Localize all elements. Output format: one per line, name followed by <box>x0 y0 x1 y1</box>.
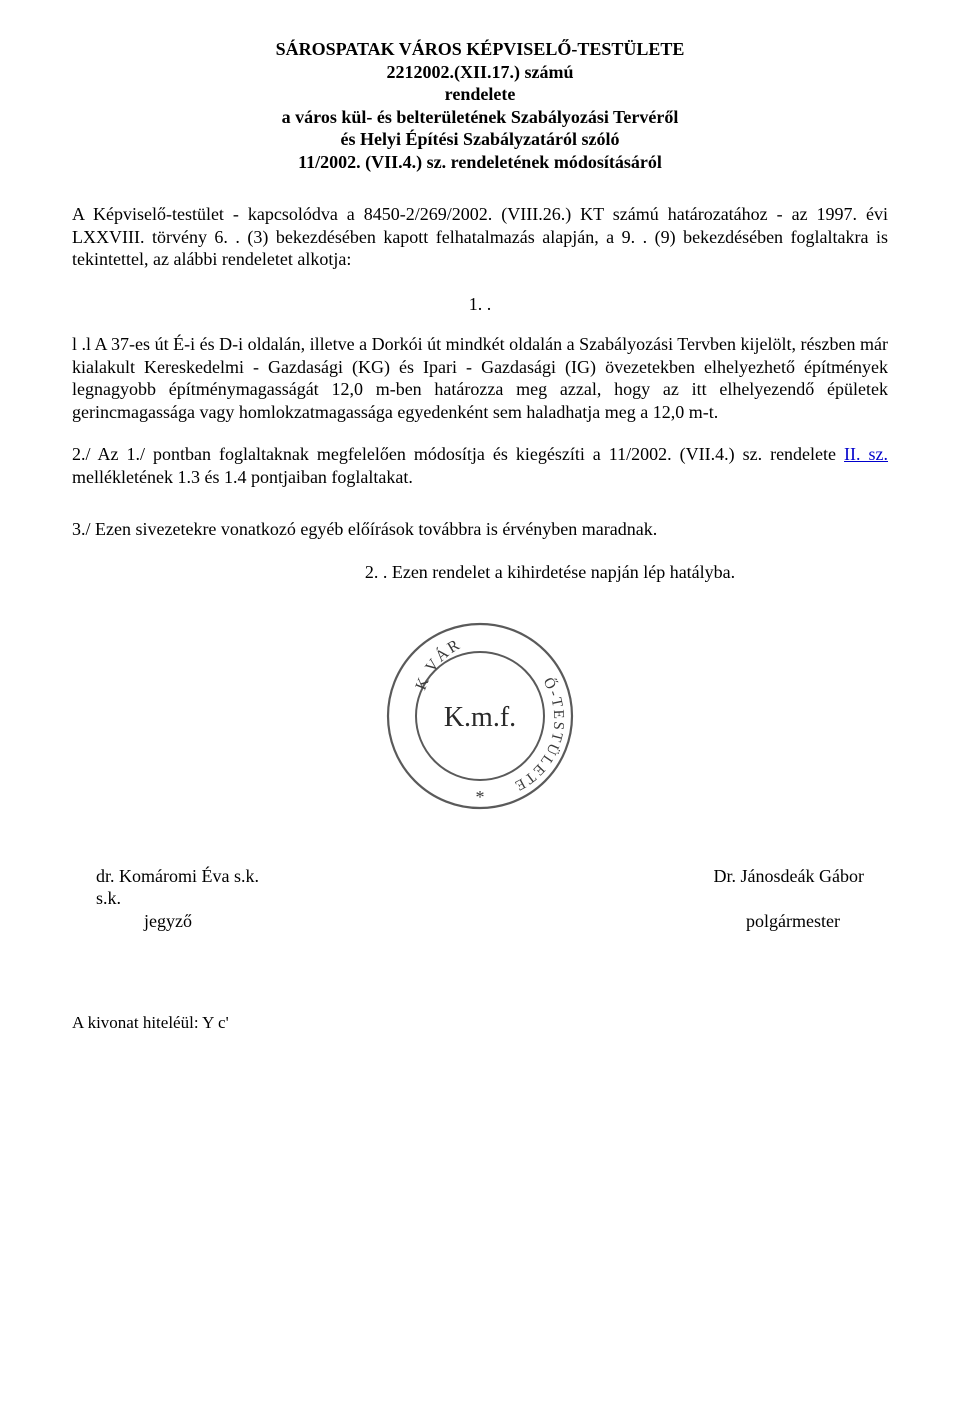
paragraph-2: 2./ Az 1./ pontban foglaltaknak megfelel… <box>72 443 888 488</box>
section-1-number: 1. . <box>72 293 888 316</box>
document-header: SÁROSPATAK VÁROS KÉPVISELŐ-TESTÜLETE 221… <box>72 38 888 173</box>
svg-text:K VÁR: K VÁR <box>413 636 465 693</box>
appendix-link[interactable]: II. sz. <box>844 444 888 464</box>
header-line-1: SÁROSPATAK VÁROS KÉPVISELŐ-TESTÜLETE <box>72 38 888 61</box>
para2-pre: 2./ Az 1./ pontban foglaltaknak megfelel… <box>72 444 844 464</box>
header-line-2: 2212002.(XII.17.) számú <box>72 61 888 84</box>
paragraph-1-1: l .l A 37-es út É-i és D-i oldalán, ille… <box>72 333 888 423</box>
intro-paragraph: A Képviselő-testület - kapcsolódva a 845… <box>72 203 888 271</box>
para2-post: mellékletének 1.3 és 1.4 pontjaiban fogl… <box>72 467 413 487</box>
signer-right-title: polgármester <box>714 910 864 933</box>
stamp-ring-left: K VÁR <box>413 636 465 693</box>
header-line-3: rendelete <box>72 83 888 106</box>
header-line-6: 11/2002. (VII.4.) sz. rendeletének módos… <box>72 151 888 174</box>
stamp-icon: K.m.f. K VÁR Ő-TESTÜLETE * <box>375 611 585 821</box>
official-stamp: K.m.f. K VÁR Ő-TESTÜLETE * <box>72 611 888 827</box>
signature-left: dr. Komáromi Éva s.k. s.k. jegyző <box>96 865 259 933</box>
signer-left-name: dr. Komáromi Éva s.k. <box>96 865 259 888</box>
stamp-center-text: K.m.f. <box>444 702 516 733</box>
signer-left-title: jegyző <box>96 910 259 933</box>
signer-left-abbrev: s.k. <box>96 887 259 910</box>
footer-authenticity: A kivonat hiteléül: Y c' <box>72 1012 888 1033</box>
stamp-star: * <box>476 787 485 807</box>
signature-right: Dr. Jánosdeák Gábor polgármester <box>714 865 864 933</box>
section-2: 2. . Ezen rendelet a kihirdetése napján … <box>72 561 888 584</box>
signer-right-name: Dr. Jánosdeák Gábor <box>714 865 864 888</box>
header-line-4: a város kül- és belterületének Szabályoz… <box>72 106 888 129</box>
header-line-5: és Helyi Építési Szabályzatáról szóló <box>72 128 888 151</box>
paragraph-3: 3./ Ezen sivezetekre vonatkozó egyéb elő… <box>72 518 888 541</box>
signatures-row: dr. Komáromi Éva s.k. s.k. jegyző Dr. Já… <box>72 865 888 933</box>
